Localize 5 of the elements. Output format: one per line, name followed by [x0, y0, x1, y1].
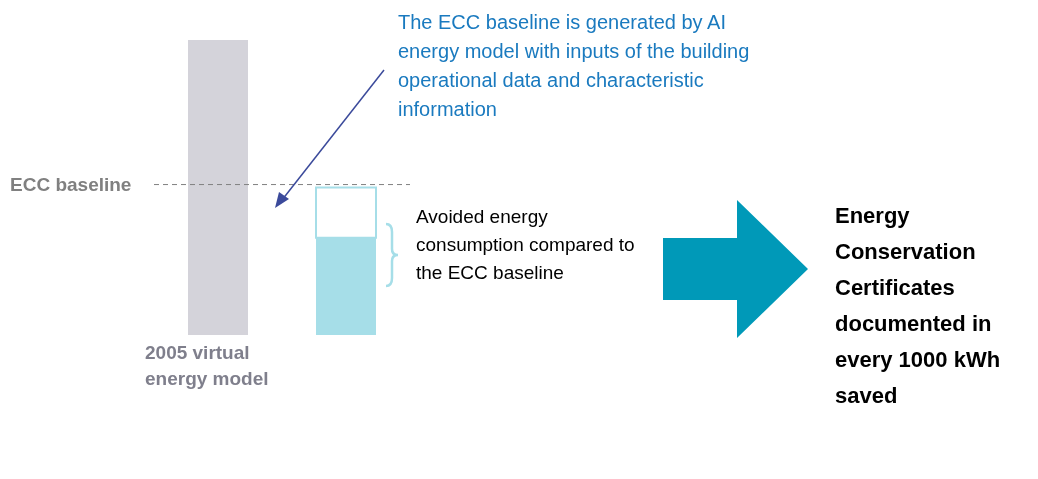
annotation: The ECC baseline is generated by AI energy model with inputs of the building operational data and characteristic information: [398, 10, 751, 122]
ref-line-label: ECC baseline: [10, 173, 132, 195]
text: Energy Conservation Certificates documented in every 1000 kWh saved: [835, 202, 1002, 410]
x-tick-label: 2005 virtual energy model: [145, 342, 269, 389]
text: Avoided energy consumption compared to the ECC baseline: [416, 205, 636, 285]
